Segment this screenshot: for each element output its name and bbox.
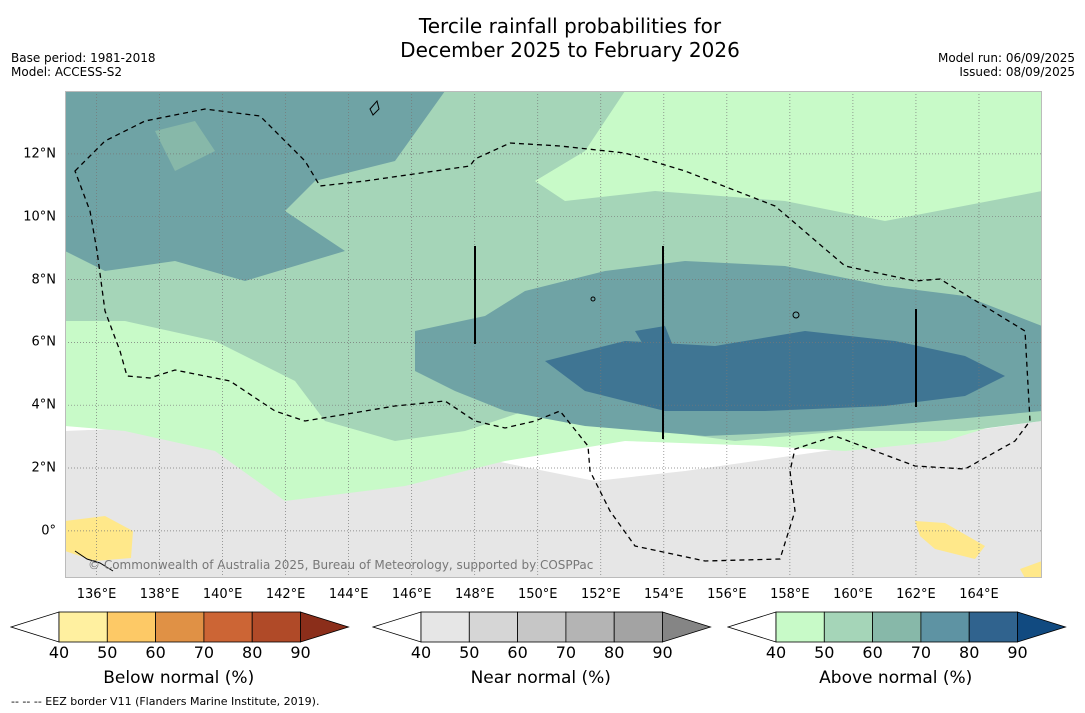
longitude-tick-label: 154°E (644, 587, 684, 602)
latitude-tick-label: 8°N (31, 272, 57, 288)
colorbar-title: Below normal (%) (103, 668, 255, 688)
colorbar-2 (727, 611, 1067, 643)
colorbar-under-triangle (372, 611, 422, 643)
title-line-1: Tercile rainfall probabilities for (418, 14, 722, 38)
longitude-tick-label: 162°E (896, 587, 936, 602)
longitude-tick-label: 146°E (391, 587, 432, 602)
longitude-tick-label: 158°E (770, 587, 810, 602)
longitude-tick-label: 140°E (202, 587, 243, 602)
colorbar-1 (372, 611, 712, 643)
above-normal-regions (65, 91, 1042, 501)
rainfall-probability-map (65, 91, 1042, 578)
model-info: Base period: 1981-2018 Model: ACCESS-S2 (11, 51, 156, 79)
base-period-text: Base period: 1981-2018 (11, 51, 156, 65)
eez-footnote: -- -- -- EEZ border V11 (Flanders Marine… (11, 695, 320, 708)
colorbar-segment (203, 611, 253, 643)
longitude-tick-label: 152°E (581, 587, 621, 602)
colorbar-graphic (10, 611, 350, 643)
colorbar-title: Above normal (%) (819, 668, 973, 688)
colorbar-graphic (727, 611, 1067, 643)
eez-sector-markers (474, 246, 917, 439)
model-run-text: Model run: 06/09/2025 (937, 51, 1075, 65)
model-text: Model: ACCESS-S2 (11, 65, 123, 79)
colorbar-segment (106, 611, 157, 643)
colorbar-tick-label: 80 (959, 643, 980, 662)
colorbar-tick-label: 60 (145, 643, 166, 662)
colorbar-tick-label: 80 (604, 643, 625, 662)
longitude-tick-label: 144°E (328, 587, 369, 602)
colorbar-segment (468, 611, 519, 643)
latitude-tick-label: 2°N (31, 460, 57, 476)
colorbar-tick-label: 90 (652, 643, 673, 662)
colorbar-segment (58, 611, 108, 643)
colorbar-segment (920, 611, 970, 643)
latitude-tick-label: 6°N (31, 334, 57, 350)
colorbar-under-triangle (10, 611, 60, 643)
colorbar-over-triangle (300, 611, 350, 643)
chart-title: Tercile rainfall probabilities for Decem… (0, 14, 1085, 62)
colorbar-segment (823, 611, 874, 643)
colorbar-tick-label: 70 (193, 643, 215, 662)
colorbar-segment (420, 611, 470, 643)
colorbar-tick-label: 60 (862, 643, 883, 662)
colorbar-tick-label: 90 (1007, 643, 1028, 662)
above-normal-70-small-patch (635, 326, 675, 356)
colorbar-segment (968, 611, 1018, 643)
island-outline-southwest (74, 550, 114, 572)
colorbar-tick-label: 50 (814, 643, 835, 662)
colorbar-tick-label: 40 (48, 643, 70, 662)
issued-text: Issued: 08/09/2025 (959, 65, 1075, 79)
above-normal-inner-patch (155, 121, 215, 171)
longitude-tick-label: 142°E (265, 587, 306, 602)
colorbar-segment (251, 611, 301, 643)
map-frame (65, 91, 1042, 578)
colorbar-tick-label: 90 (290, 643, 311, 662)
eez-border-path (74, 108, 1031, 562)
colorbar-segment (155, 611, 205, 643)
map-canvas (65, 91, 1042, 578)
colorbar-over-triangle (662, 611, 712, 643)
longitude-tick-label: 150°E (517, 587, 558, 602)
colorbar-tick-label: 70 (910, 643, 932, 662)
run-info: Model run: 06/09/2025 Issued: 08/09/2025 (938, 51, 1075, 79)
below-normal-southeast-patch (1020, 561, 1042, 578)
islands (74, 99, 800, 572)
below-normal-west-patch (65, 516, 133, 561)
colorbar-0 (10, 611, 350, 643)
latitude-tick-label: 12°N (23, 146, 56, 162)
colorbar-title: Near normal (%) (470, 668, 611, 688)
longitude-tick-label: 148°E (454, 587, 495, 602)
longitude-tick-label: 156°E (707, 587, 747, 602)
colorbar-segment (775, 611, 825, 643)
colorbar-tick-label: 80 (242, 643, 263, 662)
island-outline-north (369, 99, 380, 116)
below-normal-regions (65, 516, 1042, 578)
colorbar-graphic (372, 611, 712, 643)
longitude-tick-label: 160°E (833, 587, 873, 602)
longitude-tick-label: 164°E (959, 587, 999, 602)
below-normal-east-patch (915, 521, 985, 559)
latitude-tick-label: 4°N (31, 397, 57, 413)
colorbar-tick-label: 60 (507, 643, 528, 662)
colorbar-segment (517, 611, 567, 643)
colorbar-segment (565, 611, 615, 643)
copyright-notice: © Commonwealth of Australia 2025, Bureau… (88, 558, 594, 572)
colorbar-segment (613, 611, 663, 643)
longitude-tick-label: 136°E (76, 587, 117, 602)
colorbar-tick-label: 40 (765, 643, 787, 662)
eez-border-lines (74, 108, 1031, 562)
colorbar-tick-label: 50 (459, 643, 480, 662)
longitude-tick-label: 138°E (139, 587, 180, 602)
colorbar-over-triangle (1017, 611, 1067, 643)
colorbar-tick-label: 40 (410, 643, 432, 662)
island-outline-east (792, 311, 800, 319)
latitude-tick-label: 10°N (23, 209, 56, 225)
colorbar-tick-label: 50 (97, 643, 118, 662)
colorbar-segment (872, 611, 922, 643)
colorbar-under-triangle (727, 611, 777, 643)
title-line-2: December 2025 to February 2026 (400, 38, 740, 62)
island-outline-central (590, 296, 596, 302)
colorbar-tick-label: 70 (555, 643, 577, 662)
latitude-tick-label: 0° (41, 523, 56, 539)
